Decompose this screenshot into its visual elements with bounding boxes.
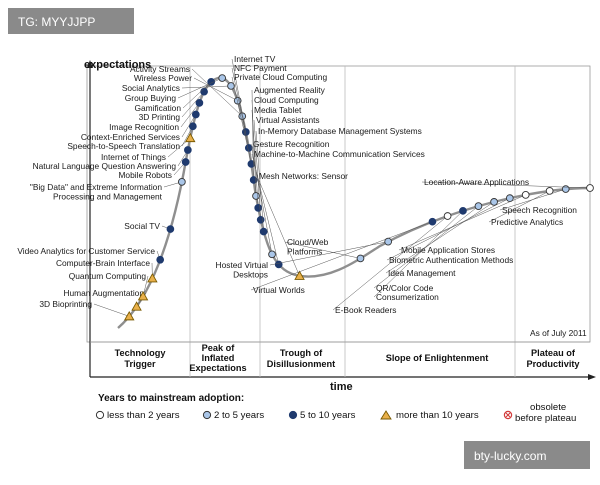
legend-marker-lightblue xyxy=(203,411,210,418)
technology-label: Wireless Power xyxy=(134,73,192,83)
technology-marker xyxy=(357,255,364,262)
technology-label: Media Tablet xyxy=(254,105,302,115)
technology-label: Quantum Computing xyxy=(69,271,147,281)
technology-label: In-Memory Database Management Systems xyxy=(258,126,422,136)
technology-label: Natural Language Question Answering xyxy=(33,161,177,171)
legend-label: more than 10 years xyxy=(396,410,479,421)
legend-marker-triangle xyxy=(381,411,391,419)
technology-label: Social Analytics xyxy=(122,83,180,93)
phase-label-slope: Slope of Enlightenment xyxy=(386,353,489,363)
technology-label: Gesture Recognition xyxy=(253,139,330,149)
technology-label: Group Buying xyxy=(125,93,177,103)
technology-marker xyxy=(192,111,199,118)
technology-label: Activity Streams xyxy=(130,64,190,74)
technology-label: Virtual Assistants xyxy=(256,115,320,125)
legend-marker-white xyxy=(96,411,103,418)
technology-label: 3D Bioprinting xyxy=(39,299,92,309)
technology-marker xyxy=(269,251,276,258)
technology-marker xyxy=(444,213,451,220)
technology-marker xyxy=(460,207,467,214)
technology-marker xyxy=(253,193,260,200)
technology-label: Human Augmentation xyxy=(63,288,144,298)
technology-marker xyxy=(275,261,282,268)
technology-marker xyxy=(260,228,267,235)
technology-marker xyxy=(189,123,196,130)
technology-label: 3D Printing xyxy=(139,112,181,122)
technology-label: Predictive Analytics xyxy=(491,217,563,227)
legend-marker-navy xyxy=(289,411,296,418)
technology-label: Context-Enriched Services xyxy=(81,132,180,142)
legend-item-gt10: more than 10 years xyxy=(381,410,479,421)
technology-label: Computer-Brain Interface xyxy=(56,258,150,268)
technology-marker xyxy=(157,256,164,263)
technology-label: Mobile Robots xyxy=(118,170,172,180)
legend-item-2to5: 2 to 5 years xyxy=(203,410,264,421)
technology-marker xyxy=(562,186,569,193)
legend-item-lt2: less than 2 years xyxy=(96,410,179,421)
technology-label: Machine-to-Machine Communication Service… xyxy=(254,149,425,159)
technology-label: Augmented Reality xyxy=(254,85,326,95)
technology-label: Consumerization xyxy=(376,292,439,302)
technology-label: Cloud Computing xyxy=(254,95,319,105)
x-axis-label: time xyxy=(330,381,353,393)
technology-marker xyxy=(182,159,189,166)
technology-marker xyxy=(522,191,529,198)
watermark-bottom-right: bty-lucky.com xyxy=(474,449,546,463)
technology-label: Virtual Worlds xyxy=(253,285,305,295)
technology-marker xyxy=(167,226,174,233)
technology-label: QR/Color Code xyxy=(376,283,434,293)
technology-marker xyxy=(475,203,482,210)
legend-label: 5 to 10 years xyxy=(300,410,356,421)
technology-marker xyxy=(255,205,262,212)
technology-label: Gamification xyxy=(134,103,181,113)
technology-label: Biometric Authentication Methods xyxy=(389,255,513,265)
technology-marker xyxy=(429,218,436,225)
technology-label: Mesh Networks: Sensor xyxy=(259,171,348,181)
as-of-label: As of July 2011 xyxy=(530,328,587,338)
legend-item-5to10: 5 to 10 years xyxy=(289,410,355,421)
technology-marker xyxy=(178,178,185,185)
technology-label: E-Book Readers xyxy=(335,305,396,315)
technology-marker xyxy=(184,147,191,154)
technology-label: Location-Aware Applications xyxy=(424,177,529,187)
technology-marker xyxy=(196,99,203,106)
technology-label: Speech-to-Speech Translation xyxy=(67,141,180,151)
x-axis-arrow xyxy=(588,374,596,380)
technology-marker xyxy=(491,198,498,205)
technology-label: Internet of Things xyxy=(101,152,166,162)
technology-label: Video Analytics for Customer Service xyxy=(17,246,155,256)
technology-label: Speech Recognition xyxy=(502,205,577,215)
legend-title: Years to mainstream adoption: xyxy=(98,393,244,404)
legend-label: 2 to 5 years xyxy=(214,410,264,421)
technology-marker xyxy=(201,88,208,95)
technology-label: Idea Management xyxy=(388,268,456,278)
technology-marker xyxy=(219,75,226,82)
technology-label: Mobile Application Stores xyxy=(401,245,495,255)
technology-label: Image Recognition xyxy=(109,122,179,132)
legend-label: less than 2 years xyxy=(107,410,180,421)
watermark-top-left: TG: MYYJJPP xyxy=(18,15,95,29)
technology-label: Social TV xyxy=(124,221,160,231)
technology-label: Private Cloud Computing xyxy=(234,72,327,82)
technology-marker xyxy=(587,185,594,192)
